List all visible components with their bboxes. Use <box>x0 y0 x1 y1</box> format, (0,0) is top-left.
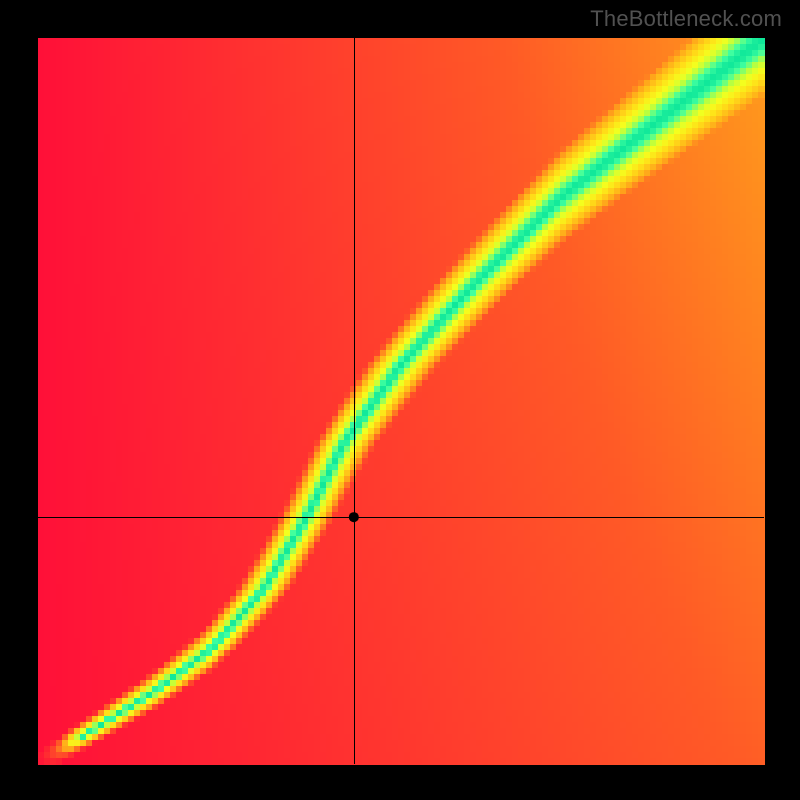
heatmap-canvas <box>0 0 800 800</box>
chart-container: TheBottleneck.com <box>0 0 800 800</box>
watermark-text: TheBottleneck.com <box>590 6 782 32</box>
